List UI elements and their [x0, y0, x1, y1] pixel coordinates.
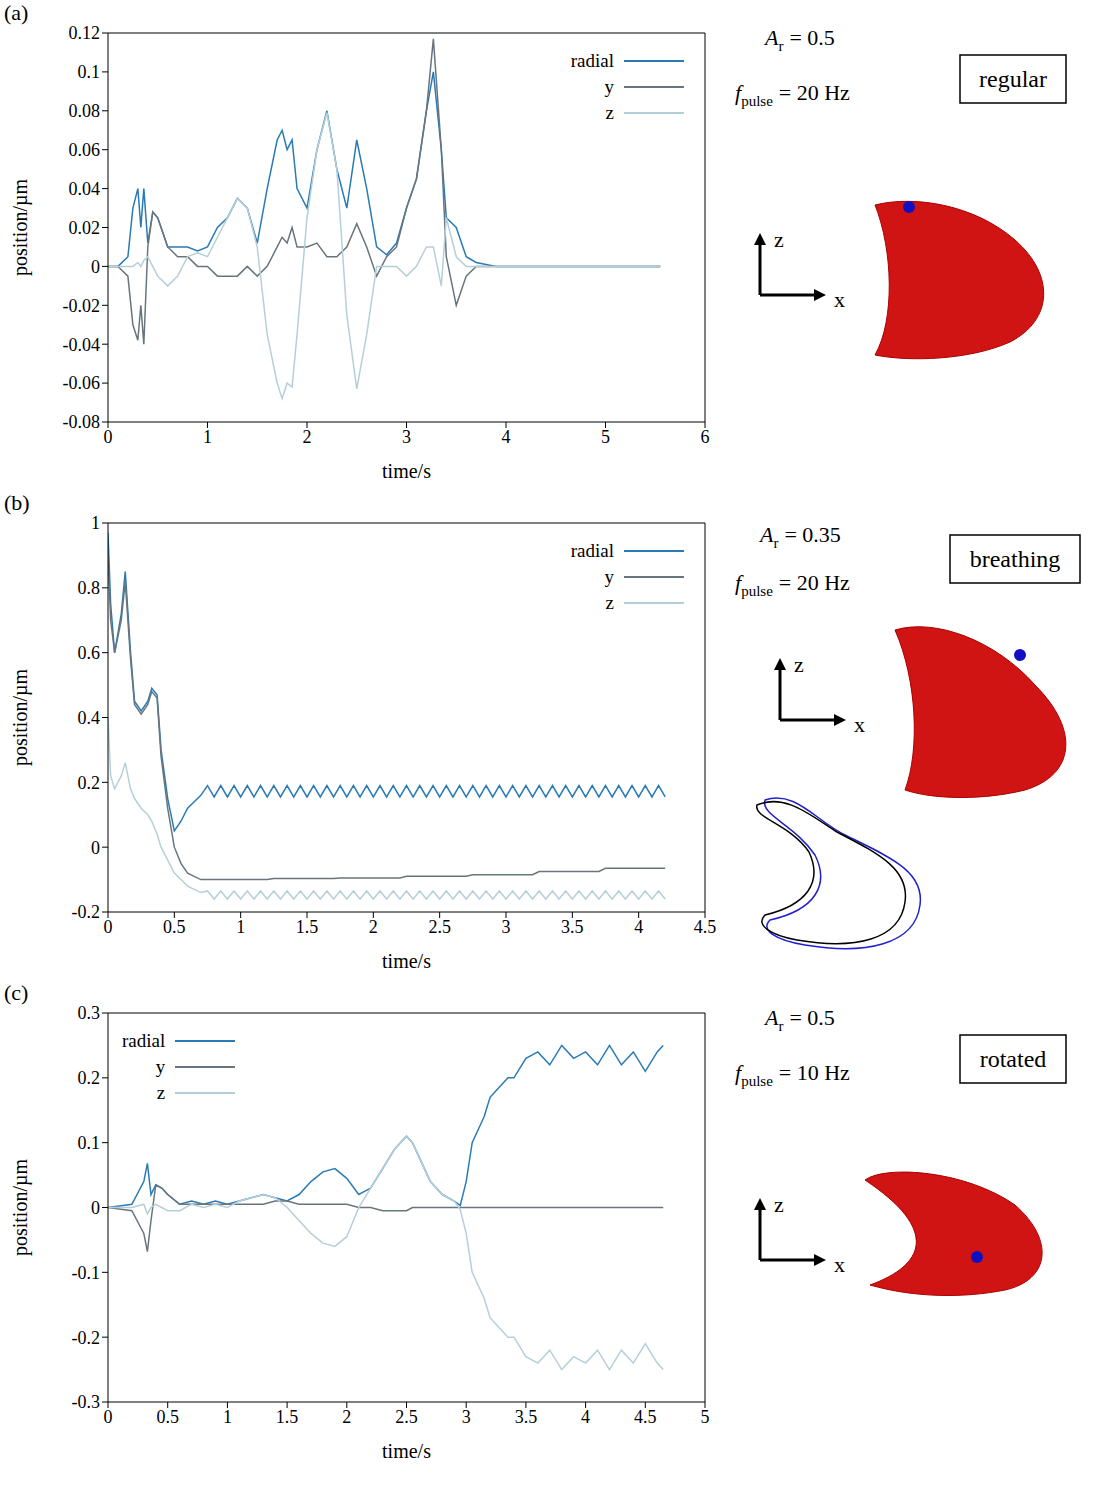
html-text:y: y — [604, 76, 614, 97]
html-text:radial: radial — [570, 540, 614, 561]
svg-text:0: 0 — [91, 838, 100, 858]
svg-text:1.5: 1.5 — [276, 1407, 299, 1427]
svg-text:2: 2 — [369, 917, 378, 937]
svg-text:2: 2 — [342, 1407, 351, 1427]
svg-text:position/µm: position/µm — [9, 179, 32, 277]
svg-text:4: 4 — [502, 427, 511, 447]
svg-text:0.04: 0.04 — [69, 179, 101, 199]
svg-text:position/µm: position/µm — [9, 669, 32, 767]
html-text:y: y — [604, 566, 614, 587]
svg-text:regular: regular — [979, 66, 1047, 92]
svg-text:Ar= 0.35: Ar= 0.35 — [758, 522, 841, 551]
svg-text:-0.08: -0.08 — [63, 412, 101, 432]
svg-text:5: 5 — [601, 427, 610, 447]
svg-text:0: 0 — [91, 257, 100, 277]
svg-text:3.5: 3.5 — [561, 917, 584, 937]
svg-text:0.2: 0.2 — [78, 773, 101, 793]
svg-text:time/s: time/s — [382, 460, 431, 482]
html-text:z: z — [156, 1082, 166, 1103]
svg-text:6: 6 — [701, 427, 710, 447]
svg-text:z: z — [774, 227, 784, 252]
svg-text:1: 1 — [236, 917, 245, 937]
svg-text:-0.06: -0.06 — [63, 373, 101, 393]
svg-text:1: 1 — [91, 514, 100, 533]
svg-text:fpulse= 10 Hz: fpulse= 10 Hz — [735, 1060, 850, 1089]
svg-text:x: x — [834, 1252, 845, 1277]
svg-text:-0.2: -0.2 — [72, 902, 101, 922]
svg-text:1: 1 — [223, 1407, 232, 1427]
svg-text:0.1: 0.1 — [78, 1133, 101, 1153]
svg-text:fpulse= 20 Hz: fpulse= 20 Hz — [735, 570, 850, 599]
svg-text:z: z — [794, 652, 804, 677]
svg-text:0.5: 0.5 — [163, 917, 186, 937]
svg-text:4.5: 4.5 — [634, 1407, 657, 1427]
svg-text:x: x — [834, 287, 845, 312]
svg-text:4: 4 — [581, 1407, 590, 1427]
svg-text:0.6: 0.6 — [78, 643, 101, 663]
svg-text:0.5: 0.5 — [156, 1407, 179, 1427]
svg-text:3: 3 — [402, 427, 411, 447]
svg-text:2: 2 — [303, 427, 312, 447]
html-text:(b): (b) — [4, 490, 30, 515]
svg-text:0: 0 — [91, 1198, 100, 1218]
svg-text:3.5: 3.5 — [515, 1407, 538, 1427]
svg-text:0: 0 — [104, 1407, 113, 1427]
svg-text:0.06: 0.06 — [69, 140, 101, 160]
svg-text:4.5: 4.5 — [694, 917, 717, 937]
svg-text:rotated: rotated — [980, 1046, 1047, 1072]
svg-text:5: 5 — [701, 1407, 710, 1427]
svg-text:position/µm: position/µm — [9, 1159, 32, 1257]
svg-text:3: 3 — [462, 1407, 471, 1427]
svg-text:1: 1 — [203, 427, 212, 447]
svg-text:-0.02: -0.02 — [63, 296, 101, 316]
html-text:radial: radial — [122, 1030, 166, 1051]
svg-text:4: 4 — [634, 917, 643, 937]
svg-text:0.2: 0.2 — [78, 1068, 101, 1088]
svg-text:3: 3 — [502, 917, 511, 937]
svg-text:breathing: breathing — [970, 546, 1061, 572]
html-text:(a): (a) — [4, 0, 29, 25]
svg-text:0.8: 0.8 — [78, 578, 101, 598]
svg-text:0.12: 0.12 — [69, 24, 101, 43]
svg-text:z: z — [774, 1192, 784, 1217]
html-text:z: z — [605, 102, 614, 123]
svg-text:0.08: 0.08 — [69, 101, 101, 121]
html-text:(c): (c) — [4, 980, 29, 1005]
svg-text:Ar= 0.5: Ar= 0.5 — [763, 1005, 835, 1034]
svg-text:0.4: 0.4 — [78, 708, 101, 728]
svg-text:time/s: time/s — [382, 1440, 431, 1462]
svg-text:time/s: time/s — [382, 950, 431, 972]
html-text:z: z — [605, 592, 614, 613]
svg-text:0: 0 — [104, 427, 113, 447]
svg-text:fpulse= 20 Hz: fpulse= 20 Hz — [735, 80, 850, 109]
svg-text:1.5: 1.5 — [296, 917, 319, 937]
html-text:y: y — [155, 1056, 166, 1077]
svg-text:0.3: 0.3 — [78, 1004, 101, 1023]
svg-text:-0.3: -0.3 — [72, 1392, 101, 1412]
svg-text:0.1: 0.1 — [78, 62, 101, 82]
svg-text:0.02: 0.02 — [69, 218, 101, 238]
html-text:radial: radial — [570, 50, 614, 71]
svg-text:Ar= 0.5: Ar= 0.5 — [763, 25, 835, 54]
svg-text:2.5: 2.5 — [428, 917, 451, 937]
svg-text:0: 0 — [104, 917, 113, 937]
svg-text:-0.04: -0.04 — [63, 335, 101, 355]
svg-text:-0.1: -0.1 — [72, 1263, 101, 1283]
svg-text:2.5: 2.5 — [395, 1407, 418, 1427]
svg-text:-0.2: -0.2 — [72, 1328, 101, 1348]
svg-text:x: x — [854, 712, 865, 737]
